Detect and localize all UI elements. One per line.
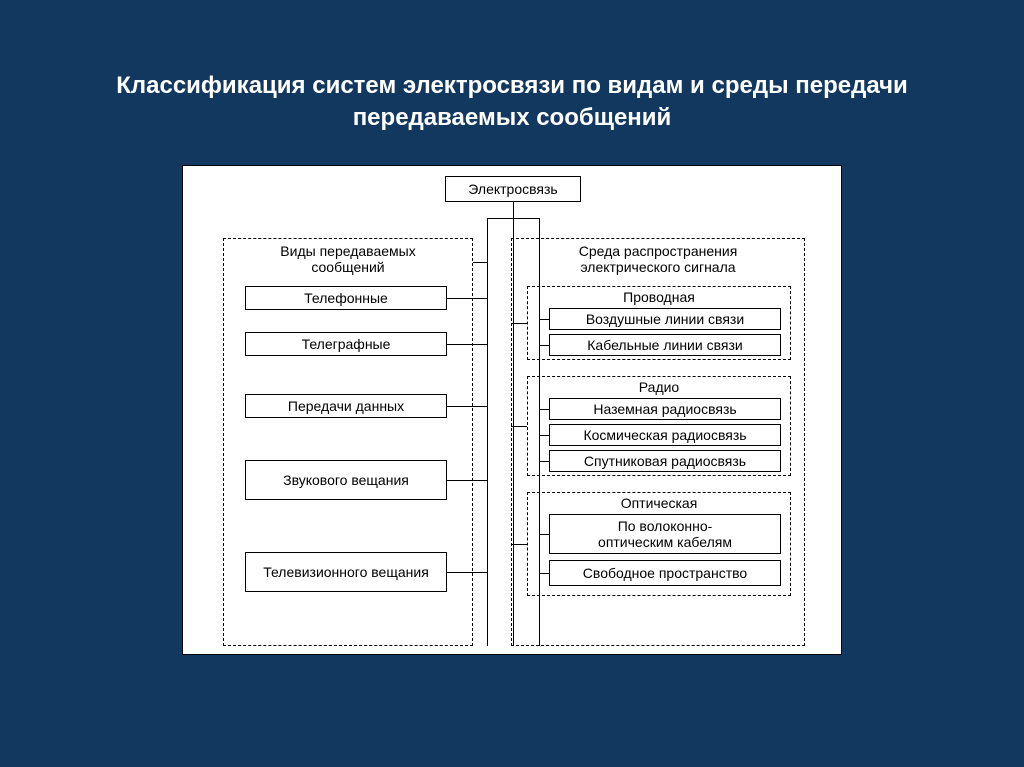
right-item-stub-5 [539, 534, 549, 535]
radio-item-space-label: Космическая радиосвязь [583, 427, 746, 443]
left-group-stub [473, 262, 487, 263]
left-item-tv: Телевизионного вещания [245, 552, 447, 592]
right-sub-stub-1 [511, 426, 527, 427]
radio-item-ground: Наземная радиосвязь [549, 398, 781, 420]
right-item-stub-0 [539, 319, 549, 320]
root-label: Электросвязь [468, 181, 557, 197]
subgroup-radio-label: Радио [528, 379, 790, 395]
left-stub-3 [447, 480, 487, 481]
root-node: Электросвязь [445, 176, 581, 202]
left-item-tv-label: Телевизионного вещания [263, 564, 429, 580]
radio-item-sat: Спутниковая радиосвязь [549, 450, 781, 472]
optical-item-freespace: Свободное пространство [549, 560, 781, 586]
subgroup-optical-label: Оптическая [528, 495, 790, 511]
left-item-phone-label: Телефонные [304, 290, 388, 306]
optical-item-fiber: По волоконно- оптическим кабелям [549, 514, 781, 554]
left-item-telegraph: Телеграфные [245, 332, 447, 356]
left-stub-1 [447, 344, 487, 345]
optical-item-fiber-label: По волоконно- оптическим кабелям [598, 518, 732, 550]
left-stub-2 [447, 406, 487, 407]
left-item-data-label: Передачи данных [288, 398, 404, 414]
left-item-telegraph-label: Телеграфные [302, 336, 391, 352]
left-item-audio-label: Звукового вещания [283, 472, 409, 488]
wired-item-cable-label: Кабельные линии связи [587, 337, 742, 353]
wired-item-cable: Кабельные линии связи [549, 334, 781, 356]
right-item-stub-3 [539, 435, 549, 436]
left-spine [487, 218, 488, 646]
radio-item-space: Космическая радиосвязь [549, 424, 781, 446]
left-group-header-l2: сообщений [311, 259, 384, 275]
right-sub-stub-0 [511, 323, 527, 324]
left-item-data: Передачи данных [245, 394, 447, 418]
fiber-l1: По волоконно- [618, 518, 713, 534]
radio-item-ground-label: Наземная радиосвязь [593, 401, 736, 417]
optical-item-freespace-label: Свободное пространство [583, 565, 747, 581]
left-group-header-l1: Виды передаваемых [280, 243, 415, 259]
right-group-header: Среда распространения электрического сиг… [512, 243, 804, 275]
right-item-stub-1 [539, 345, 549, 346]
left-stub-0 [447, 298, 487, 299]
top-split [487, 218, 539, 219]
right-item-stub-6 [539, 573, 549, 574]
page-title: Классификация систем электросвязи по вид… [112, 70, 912, 135]
left-stub-4 [447, 572, 487, 573]
wired-item-air-label: Воздушные линии связи [586, 311, 744, 327]
left-item-audio: Звукового вещания [245, 460, 447, 500]
right-sub-stub-2 [511, 544, 527, 545]
left-item-phone: Телефонные [245, 286, 447, 310]
subgroup-wired-label: Проводная [528, 289, 790, 305]
right-group-header-l1: Среда распространения [579, 243, 738, 259]
left-group-header: Виды передаваемых сообщений [224, 243, 472, 275]
right-item-stub-4 [539, 461, 549, 462]
radio-item-sat-label: Спутниковая радиосвязь [584, 453, 746, 469]
right-group-header-l2: электрического сигнала [580, 259, 735, 275]
right-item-stub-2 [539, 409, 549, 410]
fiber-l2: оптическим кабелям [598, 534, 732, 550]
diagram-canvas: Электросвязь Виды передаваемых сообщений… [182, 165, 842, 655]
wired-item-air: Воздушные линии связи [549, 308, 781, 330]
